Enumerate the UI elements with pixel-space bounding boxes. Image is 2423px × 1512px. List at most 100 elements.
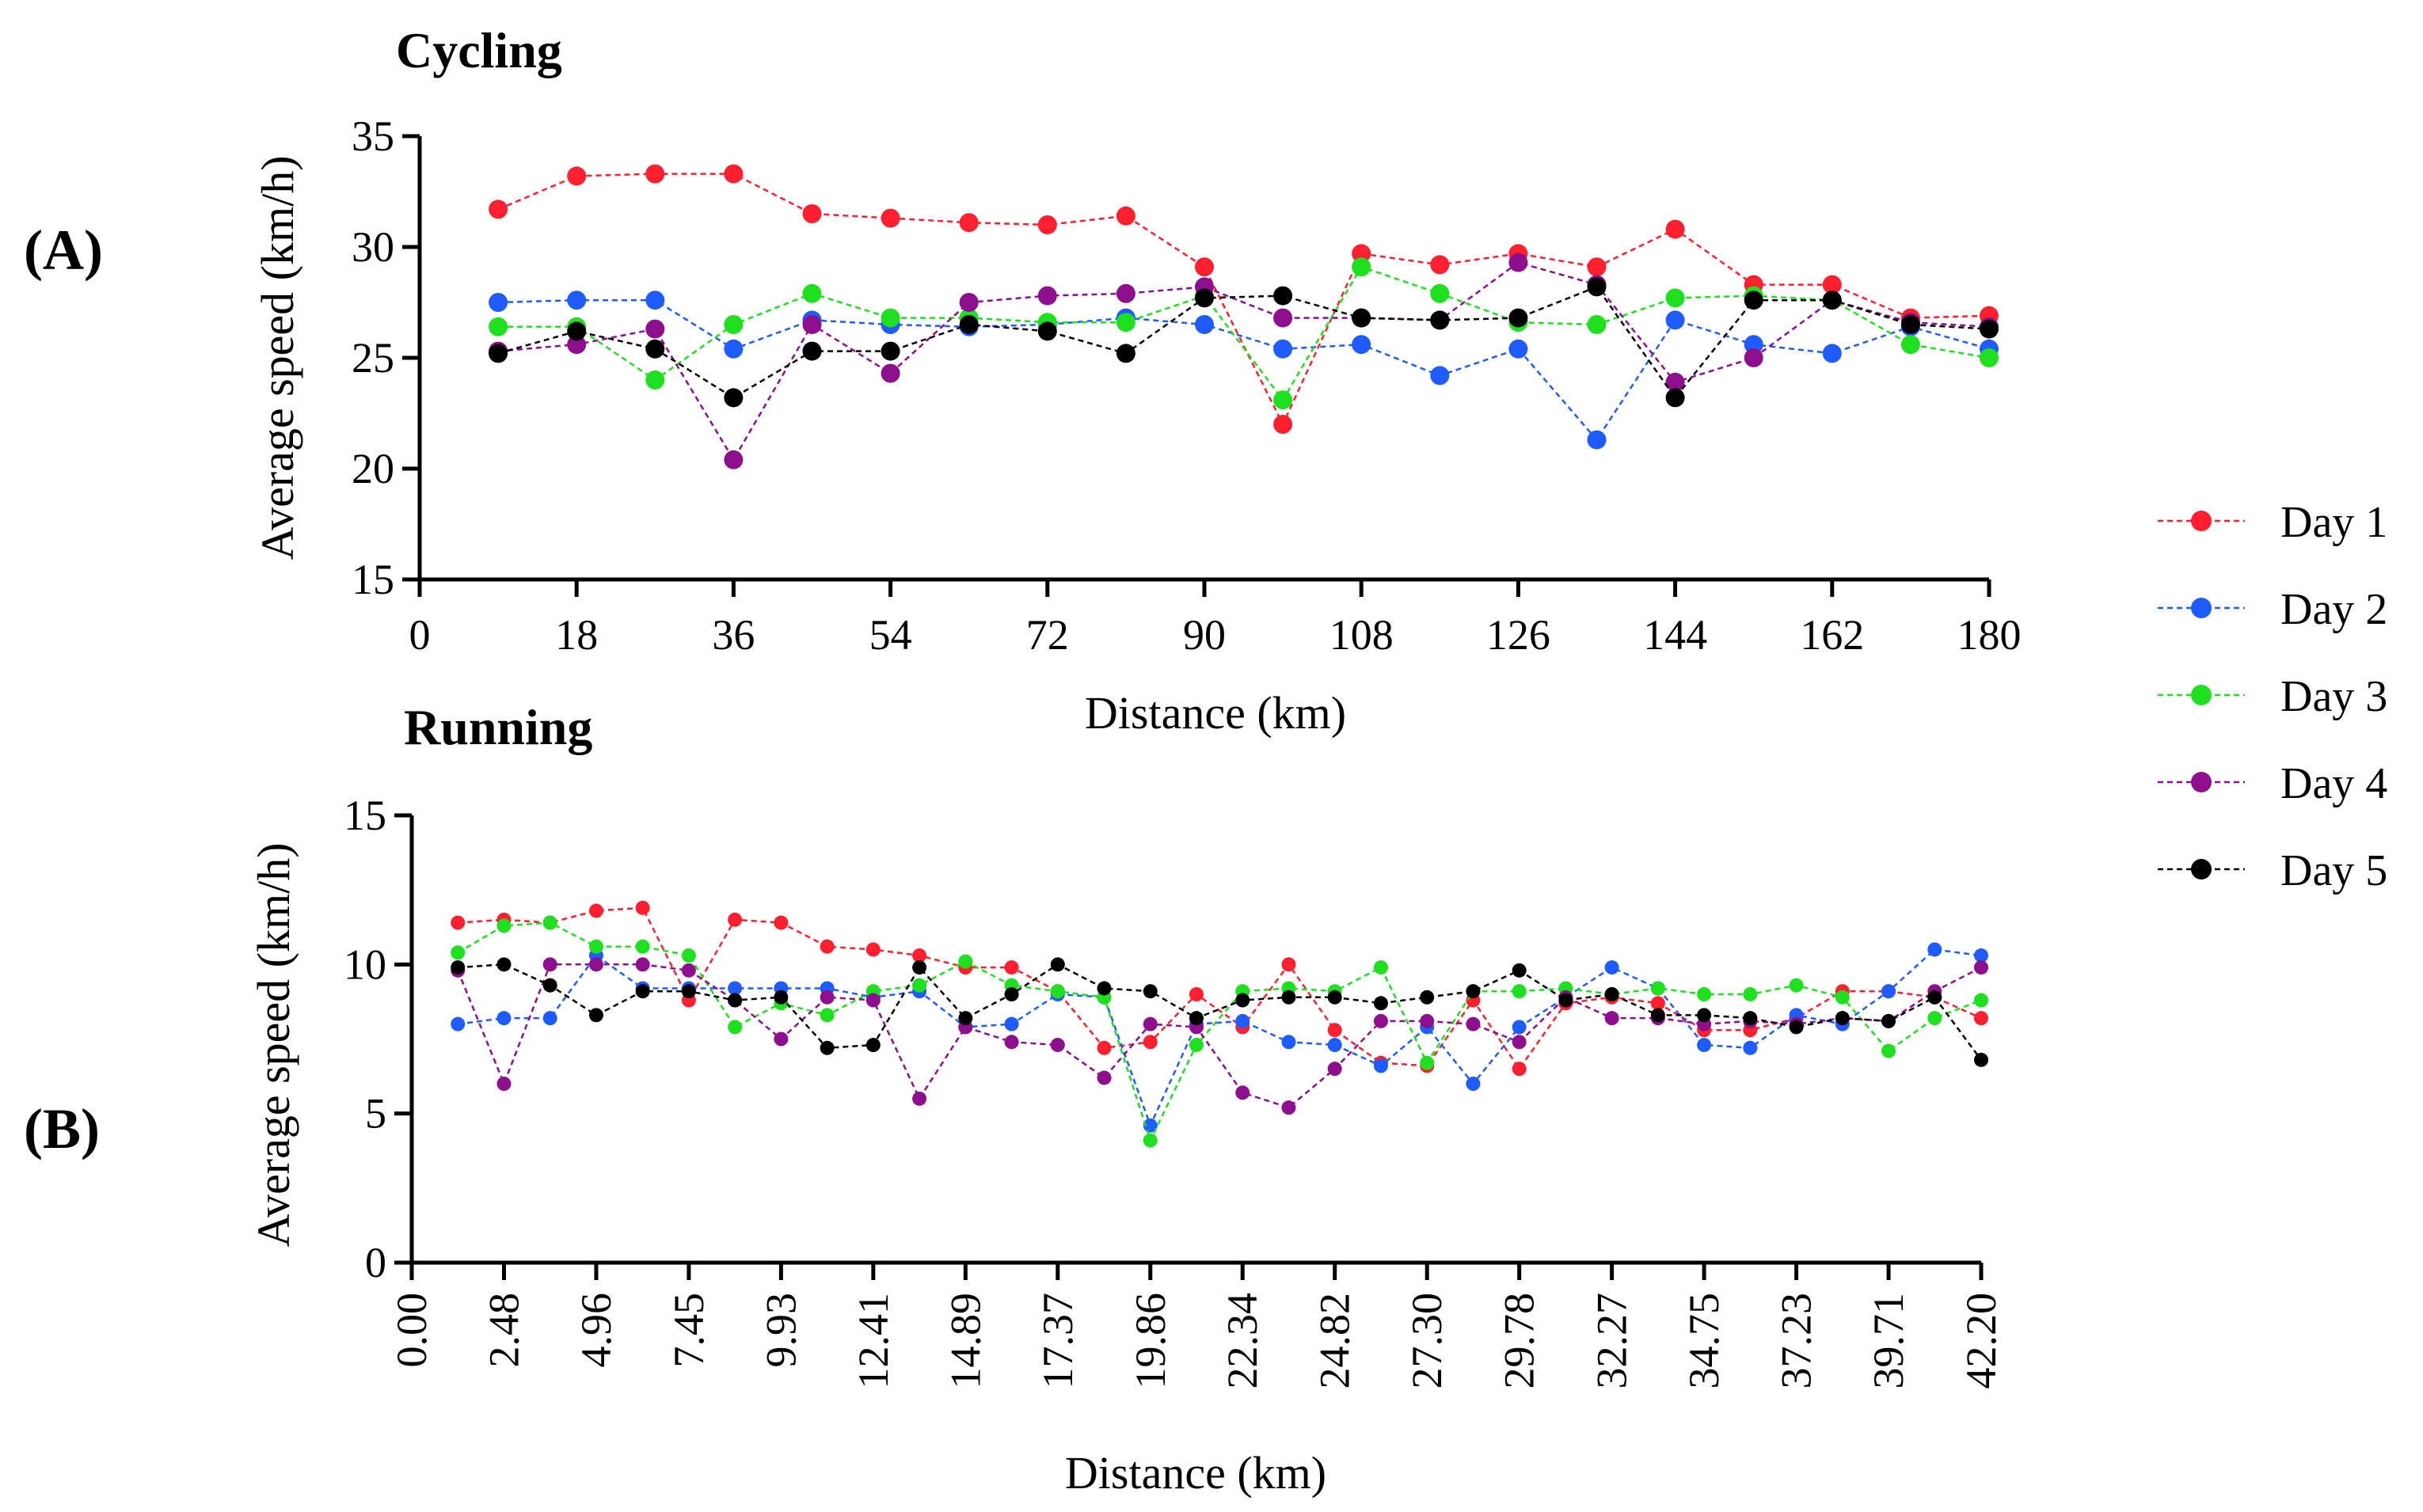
data-point	[451, 915, 466, 930]
data-point	[820, 1008, 835, 1023]
legend-marker	[2191, 685, 2212, 705]
data-point	[1927, 1011, 1942, 1026]
legend: Day 1 Day 2 Day 3 Day 4 Day 5	[2158, 498, 2387, 895]
data-point	[1743, 1040, 1758, 1055]
data-point	[1273, 339, 1293, 359]
data-point	[1508, 253, 1528, 272]
data-point	[881, 308, 900, 328]
data-point	[1235, 993, 1250, 1008]
data-point	[912, 978, 927, 993]
data-point	[1743, 1011, 1758, 1026]
data-point	[1980, 319, 1999, 339]
y-tick-label: 5	[365, 1090, 386, 1138]
data-point	[489, 293, 508, 312]
x-tick-label: 14.89	[941, 1293, 989, 1389]
data-point	[1143, 1035, 1158, 1050]
data-point	[774, 915, 789, 930]
data-point	[1189, 1038, 1204, 1053]
data-point	[774, 1031, 789, 1047]
data-point	[1281, 1100, 1296, 1115]
legend-entry-day-3: Day 3	[2280, 672, 2387, 721]
data-point	[820, 990, 835, 1005]
data-point	[451, 945, 466, 960]
legend-marker	[2191, 511, 2212, 531]
series-line-5	[458, 963, 1983, 1061]
data-point	[681, 948, 696, 963]
data-point	[635, 957, 650, 972]
data-point	[1980, 348, 1999, 367]
data-point	[1004, 987, 1019, 1001]
data-point	[728, 912, 743, 927]
data-point	[1587, 430, 1607, 450]
y-tick-label: 35	[352, 112, 394, 160]
data-point	[1273, 415, 1293, 434]
data-point	[1512, 1020, 1527, 1035]
data-point	[1430, 310, 1450, 330]
data-point	[1281, 957, 1296, 972]
data-point	[959, 315, 979, 334]
data-point	[1273, 390, 1293, 410]
data-point	[912, 960, 927, 975]
data-point	[1697, 1038, 1712, 1053]
data-point	[1352, 257, 1371, 277]
data-point	[1097, 1070, 1112, 1085]
data-point	[802, 283, 822, 303]
data-point	[1881, 1043, 1896, 1058]
data-point	[635, 939, 650, 954]
y-tick-label: 20	[352, 445, 394, 492]
data-point	[820, 1040, 835, 1055]
data-point	[489, 344, 508, 363]
data-point	[635, 984, 650, 999]
x-tick-label: 18	[555, 611, 598, 659]
series-line-3	[457, 921, 1982, 1143]
data-point	[1097, 981, 1112, 996]
data-point	[1466, 984, 1481, 999]
data-point	[681, 984, 696, 999]
data-point	[1143, 984, 1158, 999]
x-tick-label: 2.48	[480, 1293, 527, 1368]
legend-entry-day-2: Day 2	[2280, 585, 2387, 634]
data-point	[542, 1011, 557, 1026]
running-ylabel: Average speed (km/h)	[248, 842, 299, 1247]
data-point	[1116, 206, 1135, 226]
series-line-4	[497, 261, 1990, 462]
data-point	[728, 993, 743, 1008]
data-point	[496, 918, 512, 933]
data-point	[1665, 288, 1685, 308]
data-point	[645, 370, 665, 389]
series-line-2	[498, 298, 1990, 442]
data-point	[1116, 283, 1135, 303]
data-point	[1466, 1016, 1481, 1031]
data-point	[1789, 978, 1804, 993]
running-chart: Running Distance (km) Average speed (km/…	[248, 699, 2005, 1499]
cycling-title: Cycling	[396, 22, 562, 78]
series-line-2	[458, 948, 1982, 1129]
data-point	[1273, 308, 1293, 328]
data-point	[645, 339, 665, 359]
panel-label-b: (B)	[24, 1097, 100, 1161]
data-point	[496, 1077, 512, 1091]
data-point	[1881, 1013, 1896, 1028]
data-point	[681, 963, 696, 978]
data-point	[958, 954, 973, 969]
data-point	[724, 388, 744, 408]
data-point	[1373, 996, 1388, 1011]
data-point	[865, 942, 881, 957]
data-point	[1665, 219, 1685, 239]
data-point	[1430, 255, 1450, 275]
data-point	[542, 978, 557, 993]
legend-marker	[2191, 598, 2212, 618]
data-point	[912, 1091, 927, 1106]
legend-entry-day-4: Day 4	[2280, 759, 2387, 808]
x-tick-label: 19.86	[1127, 1293, 1174, 1389]
data-point	[1697, 1008, 1712, 1023]
data-point	[959, 213, 979, 233]
data-point	[1900, 315, 1920, 334]
data-point	[645, 164, 665, 184]
y-tick-label: 15	[344, 792, 386, 839]
data-point	[489, 317, 508, 336]
x-tick-label: 7.45	[665, 1293, 713, 1368]
x-tick-label: 36	[712, 611, 755, 659]
data-point	[865, 1038, 881, 1053]
x-tick-label: 12.41	[850, 1293, 897, 1389]
